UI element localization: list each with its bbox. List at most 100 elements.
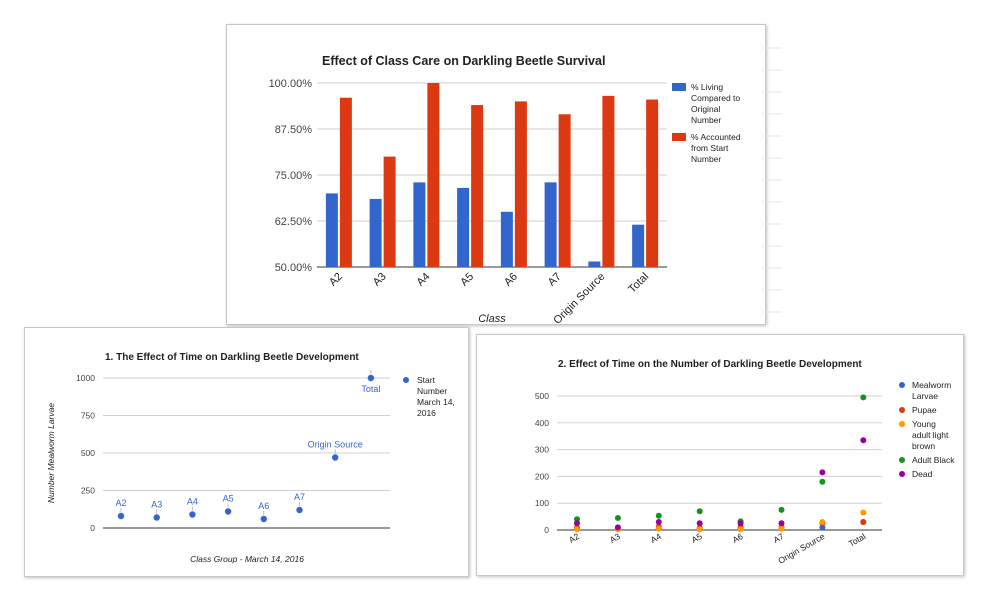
legend-swatch [899,471,905,477]
development-chart-panel: 1. The Effect of Time on Darkling Beetle… [24,327,469,577]
legend-label: from Start [691,143,729,153]
legend-label: March 14, [417,397,455,407]
data-point-adult-black [614,514,621,521]
legend-swatch [899,421,905,427]
y-tick-label: 62.50% [275,216,313,228]
data-point [332,454,339,461]
bar-living [544,182,557,267]
data-point-dead [819,469,826,476]
y-tick-label: 100.00% [269,78,313,90]
point-label: A5 [223,494,234,504]
y-tick-label: 87.50% [275,124,313,136]
data-point [260,515,267,523]
y-tick-label: 0 [90,523,95,533]
data-point [296,506,303,514]
legend-label: Adult Black [912,455,955,465]
bar-living [413,182,426,267]
y-tick-label: 500 [535,391,549,401]
data-point-young-adult-light-brown [860,509,867,516]
legend-label: adult light [912,430,949,440]
legend-label: % Accounted [691,132,741,142]
data-point-adult-black [819,478,826,485]
bar-accounted [339,97,352,267]
legend-swatch [899,382,905,388]
y-tick-label: 100 [535,498,549,508]
legend-label: Start [417,375,436,385]
legend-label: Compared to [691,93,740,103]
legend-swatch [899,407,905,413]
data-point [189,511,196,518]
development-chart-title: 1. The Effect of Time on Darkling Beetle… [105,352,359,363]
legend-label: 2016 [417,408,436,418]
x-tick-label: Origin Source [776,531,826,566]
data-point-pupae [860,518,867,525]
x-tick-label: A5 [458,271,476,289]
x-tick-label: A2 [327,271,345,289]
legend-label: % Living [691,82,723,92]
y-tick-label: 0 [544,525,549,535]
survival-chart-panel: Effect of Class Care on Darkling Beetle … [226,24,766,325]
data-point-dead [778,520,785,527]
data-point-adult-black [696,508,703,515]
bar-accounted [427,83,440,267]
x-tick-label: A7 [546,271,564,289]
stages-chart-panel: 2. Effect of Time on the Number of Darkl… [476,334,964,576]
y-tick-label: 300 [535,445,549,455]
data-point-dead [574,520,580,527]
survival-chart-title: Effect of Class Care on Darkling Beetle … [322,54,605,68]
legend-swatch [403,377,409,383]
bar-accounted [558,114,571,267]
y-tick-label: 200 [535,471,549,481]
y-tick-label: 400 [535,418,549,428]
data-point [224,508,232,515]
stages-chart: 2. Effect of Time on the Number of Darkl… [535,359,955,566]
y-tick-label: 500 [81,448,95,458]
stages-chart-title: 2. Effect of Time on the Number of Darkl… [558,359,862,370]
bar-living [457,187,470,267]
data-point [367,374,375,382]
bar-living [500,211,513,267]
x-tick-label: A2 [567,531,581,545]
data-point-young-adult-light-brown [655,525,662,532]
bar-living [325,193,338,267]
legend-label: Mealworm [912,380,951,390]
legend-label: Number [691,154,721,164]
point-label: Origin Source [308,440,363,450]
y-tick-label: 1000 [76,373,95,383]
data-point-dead [696,520,703,527]
data-point-dead [655,518,662,525]
data-point-young-adult-light-brown [696,526,703,533]
x-tick-label: A6 [502,271,520,289]
legend-label: Young [912,419,936,429]
x-tick-label: A4 [414,271,432,289]
legend-label: Number [417,386,447,396]
x-tick-label: A6 [731,531,745,545]
bar-living [369,198,382,267]
x-tick-label: A5 [690,531,704,545]
y-tick-label: 250 [81,486,95,496]
bar-accounted [471,105,484,267]
legend-label: Pupae [912,405,937,415]
point-label: A3 [151,500,162,510]
point-label: A4 [187,497,198,507]
survival-x-axis-label: Class [478,313,506,324]
bar-living [588,261,601,267]
development-x-axis-label: Class Group - March 14, 2016 [190,554,304,564]
data-point-adult-black [860,394,867,401]
legend-label: Dead [912,469,933,479]
legend-label: Larvae [912,391,938,401]
y-tick-label: 75.00% [275,170,313,182]
data-point-young-adult-light-brown [778,525,785,532]
bar-accounted [602,95,615,267]
x-tick-label: Total [847,531,868,549]
legend-swatch [672,83,686,91]
legend-label: brown [912,441,935,451]
data-point-adult-black [655,512,662,519]
bar-living [632,224,645,267]
point-label: A6 [258,501,269,511]
development-y-axis-label: Number Mealworm Larvae [46,403,56,503]
y-tick-label: 750 [81,411,95,421]
bar-accounted [514,101,527,268]
data-point [153,514,160,521]
point-label: A2 [115,498,126,508]
